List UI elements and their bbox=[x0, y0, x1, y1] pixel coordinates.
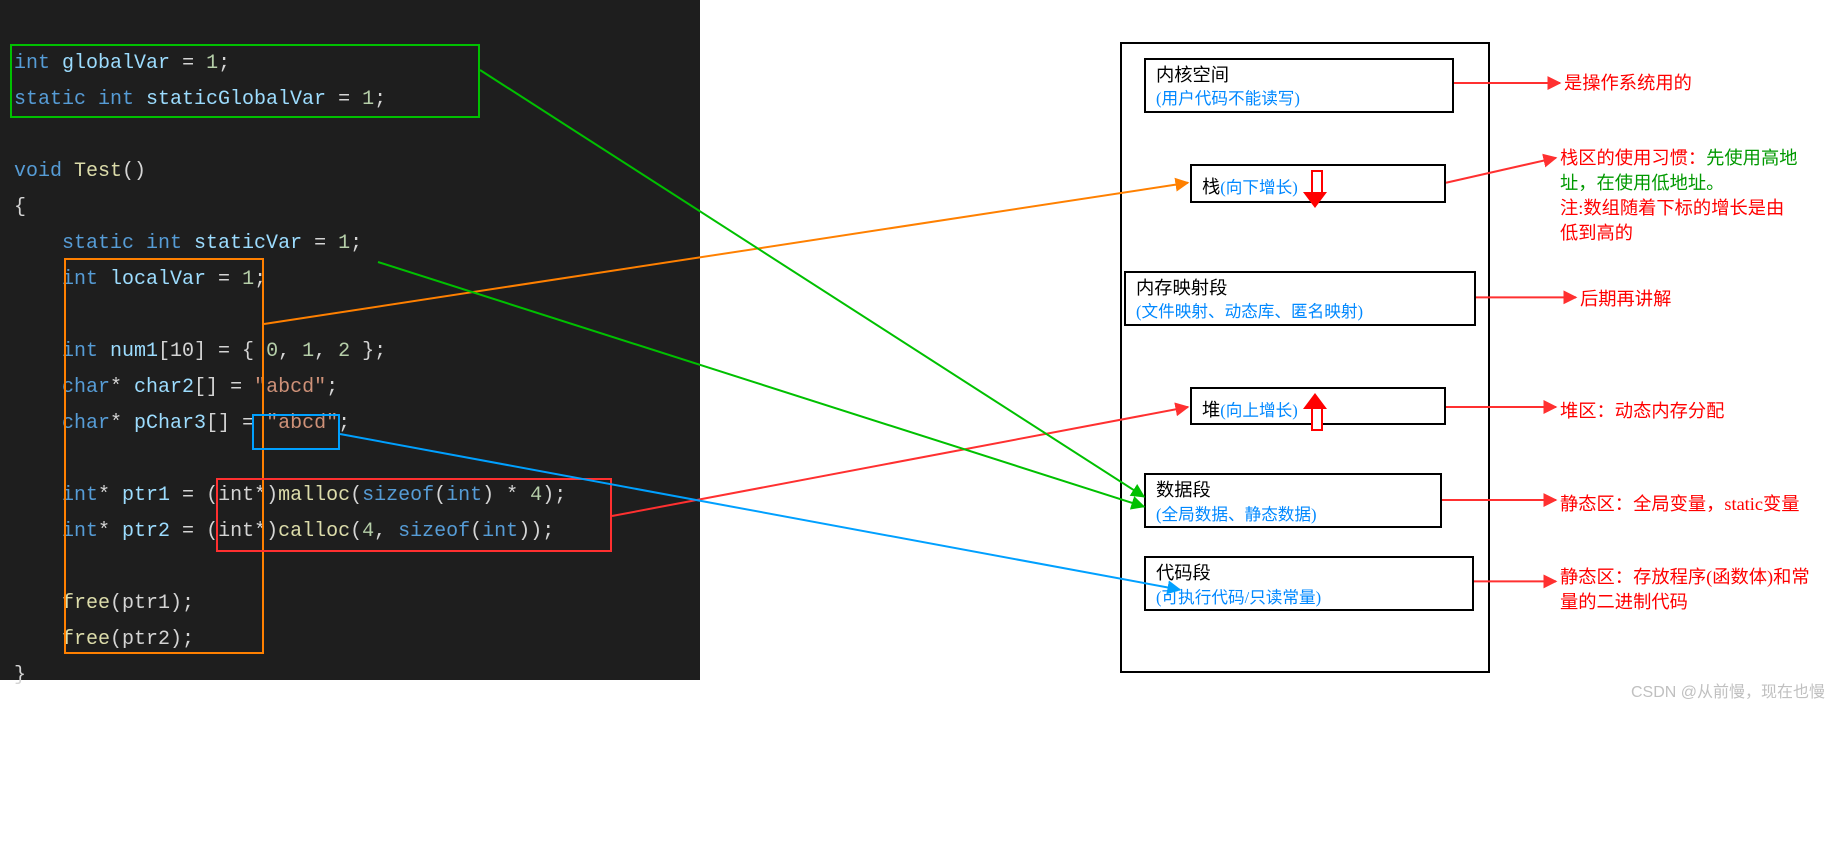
anno-kernel: 是操作系统用的 bbox=[1564, 71, 1692, 96]
code-l4: { bbox=[14, 190, 686, 226]
mem-stack: 栈(向下增长) bbox=[1190, 164, 1446, 202]
anno-code: 静态区：存放程序(函数体)和常量的二进制代码 bbox=[1560, 565, 1810, 615]
anno-heap: 堆区：动态内存分配 bbox=[1560, 399, 1724, 424]
watermark: CSDN @从前慢，现在也慢 bbox=[1631, 678, 1825, 702]
box-globals bbox=[10, 44, 480, 118]
down-arrow-icon bbox=[1304, 170, 1326, 208]
code-l3: void Test() bbox=[14, 154, 686, 190]
code-blank2 bbox=[14, 118, 686, 154]
up-arrow-icon bbox=[1304, 393, 1326, 431]
box-locals bbox=[64, 258, 264, 654]
code-l5: static int staticVar = 1; bbox=[14, 226, 686, 262]
box-string-literal bbox=[252, 414, 340, 450]
anno-mmap: 后期再讲解 bbox=[1580, 287, 1671, 312]
anno-data: 静态区：全局变量，static变量 bbox=[1560, 492, 1799, 517]
mem-code: 代码段(可执行代码/只读常量) bbox=[1144, 556, 1474, 611]
mem-data: 数据段(全局数据、静态数据) bbox=[1144, 473, 1442, 528]
code-blank bbox=[14, 10, 686, 46]
box-heap-alloc bbox=[216, 478, 612, 552]
mem-kernel: 内核空间(用户代码不能读写) bbox=[1144, 58, 1454, 113]
mem-mmap: 内存映射段(文件映射、动态库、匿名映射) bbox=[1124, 271, 1476, 326]
anno-stack: 栈区的使用习惯：先使用高地 址，在使用低地址。 注:数组随着下标的增长是由 低到… bbox=[1560, 146, 1797, 246]
mem-heap: 堆(向上增长) bbox=[1190, 387, 1446, 425]
code-l14: } bbox=[14, 658, 686, 694]
